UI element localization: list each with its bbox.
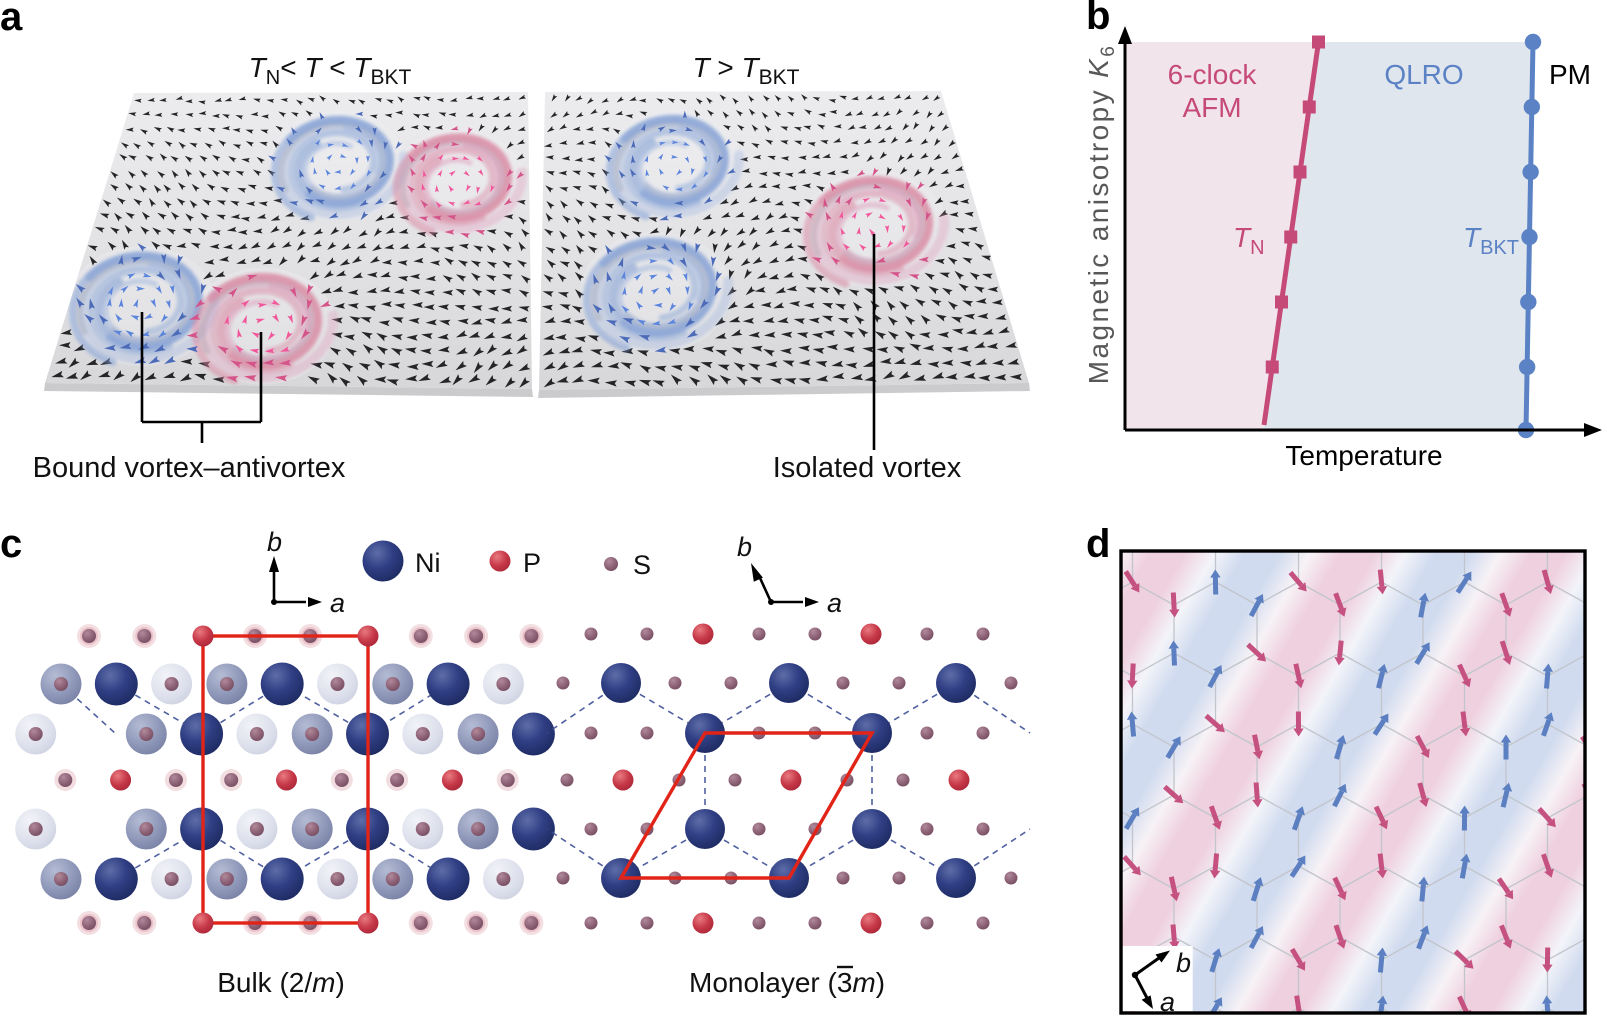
svg-text:d: d	[1086, 522, 1110, 566]
svg-text:Monolayer (3m): Monolayer (3m)	[689, 967, 885, 998]
svg-text:a: a	[330, 588, 345, 618]
svg-text:S: S	[633, 550, 651, 580]
svg-text:a: a	[1160, 987, 1175, 1016]
svg-text:b: b	[1086, 0, 1110, 38]
svg-text:TBKT: TBKT	[1463, 222, 1519, 259]
svg-text:T > TBKT: T > TBKT	[693, 52, 800, 89]
svg-text:Magnetic anisotropy K6: Magnetic anisotropy K6	[1083, 44, 1119, 384]
svg-text:6-clock: 6-clock	[1168, 59, 1258, 90]
svg-text:Ni: Ni	[415, 548, 441, 578]
svg-text:TN: TN	[1233, 222, 1265, 259]
svg-text:Bound vortex–antivortex: Bound vortex–antivortex	[33, 452, 346, 484]
svg-text:AFM: AFM	[1182, 92, 1241, 123]
svg-text:b: b	[1176, 948, 1191, 978]
svg-text:P: P	[523, 548, 541, 578]
svg-text:c: c	[0, 522, 22, 566]
svg-text:TN< T < TBKT: TN< T < TBKT	[249, 52, 412, 89]
svg-text:PM: PM	[1549, 59, 1591, 90]
svg-text:a: a	[0, 0, 23, 39]
svg-text:Isolated vortex: Isolated vortex	[773, 452, 962, 484]
svg-text:a: a	[827, 588, 842, 618]
svg-text:Temperature: Temperature	[1285, 440, 1442, 471]
svg-text:QLRO: QLRO	[1384, 59, 1463, 90]
svg-text:Bulk (2/m): Bulk (2/m)	[217, 967, 345, 998]
svg-text:b: b	[737, 532, 752, 562]
svg-text:b: b	[267, 527, 282, 557]
